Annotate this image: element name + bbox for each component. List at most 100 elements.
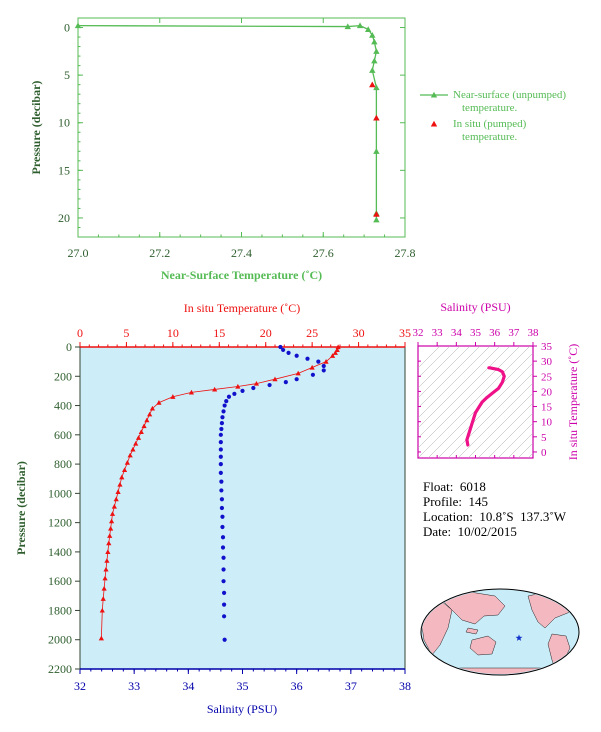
temperature-point xyxy=(108,518,115,524)
temperature-point xyxy=(130,446,136,452)
near-surface-point xyxy=(369,31,376,38)
legend-label-cont: temperature. xyxy=(462,102,518,114)
float-location-star xyxy=(515,634,523,641)
ts-x-tick-label: 36 xyxy=(489,327,501,339)
density-contour xyxy=(447,372,533,458)
plot-frame xyxy=(77,17,406,238)
in-situ-point xyxy=(373,210,380,217)
salinity-point xyxy=(221,614,227,619)
temperature-point xyxy=(104,558,110,563)
y-tick-label: 0 xyxy=(64,21,70,35)
temperature-point xyxy=(106,540,112,546)
salinity-point xyxy=(221,602,227,607)
near-surface-point xyxy=(356,22,364,29)
legend-label: In situ (pumped) xyxy=(453,118,527,130)
salinity-point xyxy=(221,567,226,572)
ts-y-tick-label: 10 xyxy=(541,417,553,429)
in-situ-point xyxy=(373,114,380,121)
salinity-point xyxy=(281,347,286,353)
bottom-tick-label: 33 xyxy=(128,679,140,693)
profile-chart: 0 5 10 15 20 25 30 35 32 33 34 35 36 37 38 0 200 400 600 80… xyxy=(14,301,411,716)
in-situ-point xyxy=(369,81,376,88)
temperature-point xyxy=(101,585,107,591)
near-surface-point xyxy=(371,38,378,45)
temperature-point xyxy=(309,364,315,370)
near-surface-point xyxy=(373,84,380,91)
legend: Near-surface (unpumped)temperature.In si… xyxy=(420,89,566,143)
bottom-tick-label: 38 xyxy=(399,679,411,693)
salinity-point xyxy=(226,394,232,399)
land-antarctica xyxy=(429,667,571,674)
top-tick-label: 5 xyxy=(123,326,129,340)
ts-y-axis-label: In situ Temperature (˚C) xyxy=(566,344,580,461)
top-tick-label: 10 xyxy=(167,326,179,340)
salinity-point xyxy=(321,368,326,373)
salinity-point xyxy=(220,535,226,540)
temperature-point xyxy=(124,460,130,465)
ts-x-tick-label: 35 xyxy=(470,327,482,339)
x-tick-label: 27.2 xyxy=(149,246,170,260)
world-map xyxy=(420,588,580,676)
salinity-point xyxy=(321,363,326,369)
temperature-point xyxy=(329,353,336,358)
density-contour xyxy=(437,362,533,458)
salinity-point xyxy=(218,470,223,475)
density-contour xyxy=(418,346,441,369)
salinity-point xyxy=(221,409,226,414)
salinity-point xyxy=(218,432,223,437)
salinity-point xyxy=(219,421,225,426)
y-tick-label: 5 xyxy=(64,68,70,82)
legend-label-cont: temperature. xyxy=(462,131,518,143)
y-tick-label: 0 xyxy=(66,340,72,354)
near-surface-point xyxy=(373,216,380,223)
density-contours xyxy=(418,346,533,458)
legend-label: Near-surface (unpumped) xyxy=(453,89,566,101)
salinity-point xyxy=(251,385,256,391)
salinity-point xyxy=(286,350,291,355)
bottom-tick-label: 36 xyxy=(291,679,303,693)
salinity-point xyxy=(219,497,225,502)
density-contour xyxy=(487,412,533,458)
ts-x-tick-label: 37 xyxy=(508,327,520,339)
float-label: Float: 6018 xyxy=(423,479,486,494)
ts-y-tick-label: 25 xyxy=(541,371,553,383)
temperature-point xyxy=(144,417,150,423)
salinity-point xyxy=(224,399,229,404)
temperature-point xyxy=(99,607,105,613)
top-tick-label: 0 xyxy=(77,326,83,340)
temperature-point xyxy=(107,533,113,538)
y-tick-label: 15 xyxy=(58,163,70,177)
ts-diagram: 32 33 34 35 36 37 38 0 5 10 15 20 25 30 35 Salinity (PS… xyxy=(413,300,581,461)
ts-x-tick-label: 33 xyxy=(432,327,444,339)
salinity-point xyxy=(219,426,224,432)
top-tick-label: 35 xyxy=(399,326,411,340)
density-contour xyxy=(477,402,533,458)
bottom-axis-label: Salinity (PSU) xyxy=(207,702,277,716)
salinity-point xyxy=(220,545,226,550)
salinity-point xyxy=(294,377,299,382)
density-contour xyxy=(497,422,533,458)
near-surface-chart: 27.0 27.2 27.4 27.6 27.8 0 5 10 15 20 Near-Surface… xyxy=(29,17,416,282)
temperature-point xyxy=(332,350,338,355)
land-south-america xyxy=(547,633,571,673)
density-contour xyxy=(418,346,491,419)
ts-title: Salinity (PSU) xyxy=(440,300,510,314)
salinity-point xyxy=(305,356,310,361)
density-contour xyxy=(507,432,533,458)
profile-label: Profile: 145 xyxy=(423,494,488,509)
y-tick-label: 200 xyxy=(54,369,72,383)
temperature-point xyxy=(115,489,121,494)
salinity-point xyxy=(220,415,225,420)
ts-x-tick-label: 32 xyxy=(413,327,424,339)
legend-marker-red xyxy=(430,120,438,127)
temperature-point xyxy=(212,386,218,392)
near-surface-point xyxy=(74,22,82,29)
salinity-point xyxy=(219,505,225,511)
temperature-point xyxy=(105,549,111,554)
temperature-point xyxy=(135,435,142,440)
temperature-point xyxy=(119,474,125,480)
density-contour xyxy=(517,442,533,458)
density-contour xyxy=(418,346,481,409)
salinity-point xyxy=(294,353,299,358)
y-tick-label: 400 xyxy=(54,399,72,413)
